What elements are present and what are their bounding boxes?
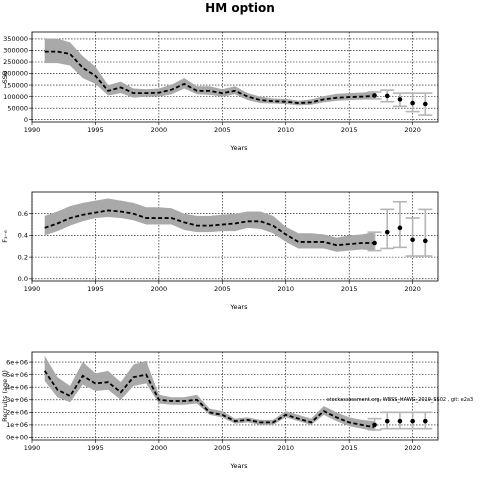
y-tick-label: 2e+06 — [6, 409, 28, 417]
y-tick-label: 5e+06 — [6, 371, 28, 379]
figure-title: HM option — [205, 1, 275, 15]
y-tick-label: 300000 — [3, 47, 28, 55]
x-axis-label: Years — [229, 462, 248, 470]
source-annotation: stockassessment.org, WBSS_HAWG_2019_SS02… — [327, 397, 473, 403]
forecast-point — [423, 238, 428, 244]
y-tick-label: 0 — [24, 116, 28, 124]
forecast-series — [367, 89, 433, 116]
x-tick-label: 2020 — [404, 285, 421, 293]
y-tick-label: 0e+00 — [6, 434, 28, 442]
x-tick-label: 1990 — [24, 444, 41, 452]
x-axis-label: Years — [229, 303, 248, 311]
forecast-point — [372, 93, 377, 98]
forecast-point — [372, 422, 377, 428]
estimate-line — [44, 209, 375, 247]
plot-frame — [31, 191, 439, 282]
x-tick-label: 1995 — [87, 285, 104, 293]
forecast-series — [367, 411, 433, 431]
forecast-point — [410, 100, 415, 106]
forecast-point — [372, 240, 377, 246]
estimate-line — [43, 370, 375, 429]
forecast-point — [423, 418, 428, 424]
y-tick-label: 200000 — [3, 70, 28, 78]
y-tick-label: 6e+06 — [6, 358, 28, 366]
panel-3: 1990 1995 2000 2005 2010 2015 2020 0e+00 1e+06 2e… — [1, 351, 473, 470]
x-tick-label: 2005 — [214, 126, 231, 134]
forecast-series — [367, 200, 433, 257]
confidence-band — [44, 38, 375, 106]
forecast-point — [410, 237, 415, 243]
forecast-error-bar — [418, 208, 433, 257]
forecast-point — [397, 418, 403, 424]
x-tick-label: 1990 — [24, 285, 41, 293]
x-tick-label: 2000 — [151, 444, 168, 452]
y-tick-label: 0.4 — [18, 232, 28, 240]
x-tick-label: 2015 — [341, 444, 358, 452]
x-tick-label: 2015 — [341, 126, 358, 134]
y-tick-label: 1e+06 — [6, 421, 28, 429]
x-tick-label: 2010 — [277, 126, 294, 134]
x-tick-label: 2010 — [277, 444, 294, 452]
forecast-error-bar — [392, 200, 407, 249]
x-tick-label: 2020 — [404, 444, 421, 452]
forecast-point — [384, 93, 390, 99]
y-axis-label: SSB — [1, 71, 9, 84]
panel-1: 1990 1995 2000 2005 2010 2015 2020 0 50000 100000… — [1, 31, 439, 152]
forecast-point — [397, 97, 403, 102]
x-tick-label: 2005 — [214, 444, 231, 452]
plot-frame — [31, 31, 439, 123]
y-tick-label: 0.2 — [18, 253, 28, 261]
forecast-point — [397, 225, 403, 231]
panel-2: 1990 1995 2000 2005 2010 2015 2020 0.0 0.2 0.4 0.6… — [1, 191, 439, 311]
x-tick-label: 2000 — [151, 285, 168, 293]
y-tick-label: 0.0 — [18, 275, 28, 283]
x-axis-label: Years — [229, 144, 248, 152]
forecast-error-bar — [380, 208, 395, 250]
y-tick-label: 100000 — [3, 93, 28, 101]
x-tick-label: 1990 — [24, 126, 41, 134]
confidence-band — [44, 355, 375, 432]
estimate-line — [44, 50, 375, 104]
x-tick-label: 2015 — [341, 285, 358, 293]
x-tick-label: 2000 — [151, 126, 168, 134]
grid-lines — [31, 352, 438, 440]
y-tick-label: 350000 — [3, 35, 28, 43]
forecast-point — [423, 101, 428, 107]
plot-frame — [31, 351, 439, 441]
axis-ticks: 1990 1995 2000 2005 2010 2015 2020 0.0 0.2 0.4 0.6 — [18, 210, 421, 293]
axis-ticks: 1990 1995 2000 2005 2010 2015 2020 0 50000 100000… — [3, 35, 421, 134]
forecast-point — [384, 229, 390, 235]
y-tick-label: 50000 — [7, 104, 28, 112]
y-tick-label: 4e+06 — [6, 383, 28, 391]
y-tick-label: 0.6 — [18, 210, 28, 218]
grid-lines — [31, 32, 438, 122]
forecast-point — [410, 418, 415, 424]
forecast-error-bar — [405, 217, 420, 257]
axis-ticks: 1990 1995 2000 2005 2010 2015 2020 0e+00 1e+06 2e… — [6, 358, 421, 452]
y-axis-label: F₃₋₆ — [1, 230, 9, 243]
y-tick-label: 250000 — [3, 58, 28, 66]
x-tick-label: 1995 — [87, 126, 104, 134]
forecast-point — [384, 418, 390, 424]
x-tick-label: 1995 — [87, 444, 104, 452]
x-tick-label: 2005 — [214, 285, 231, 293]
x-tick-label: 2020 — [404, 126, 421, 134]
y-tick-label: 150000 — [3, 81, 28, 89]
y-tick-label: 3e+06 — [6, 396, 28, 404]
y-axis-label: Recruits (age 0) — [1, 370, 9, 422]
x-tick-label: 2010 — [277, 285, 294, 293]
